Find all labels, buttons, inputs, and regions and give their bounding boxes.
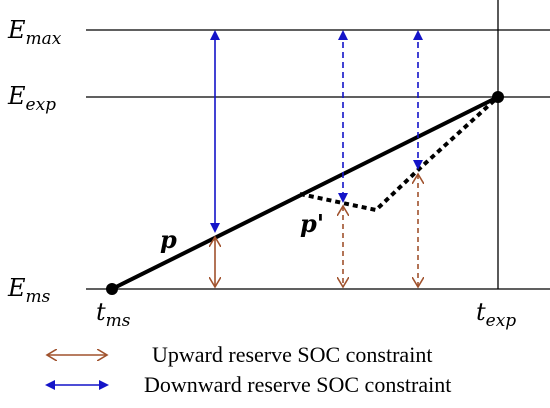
legend-upward-text: Upward reserve SOC constraint <box>152 342 432 367</box>
e-ms-label: Ems <box>7 274 51 307</box>
legend-downward-text: Downward reserve SOC constraint <box>144 372 451 397</box>
path-p-prime-label: p' <box>300 209 324 238</box>
t-exp-label: texp <box>476 298 516 331</box>
end-point <box>492 91 504 103</box>
e-max-label: Emax <box>7 16 62 49</box>
path-p <box>111 95 499 291</box>
path-p-label: p <box>160 225 177 254</box>
t-ms-label: tms <box>96 298 131 331</box>
start-point <box>106 283 118 295</box>
e-exp-label: Eexp <box>7 82 56 115</box>
